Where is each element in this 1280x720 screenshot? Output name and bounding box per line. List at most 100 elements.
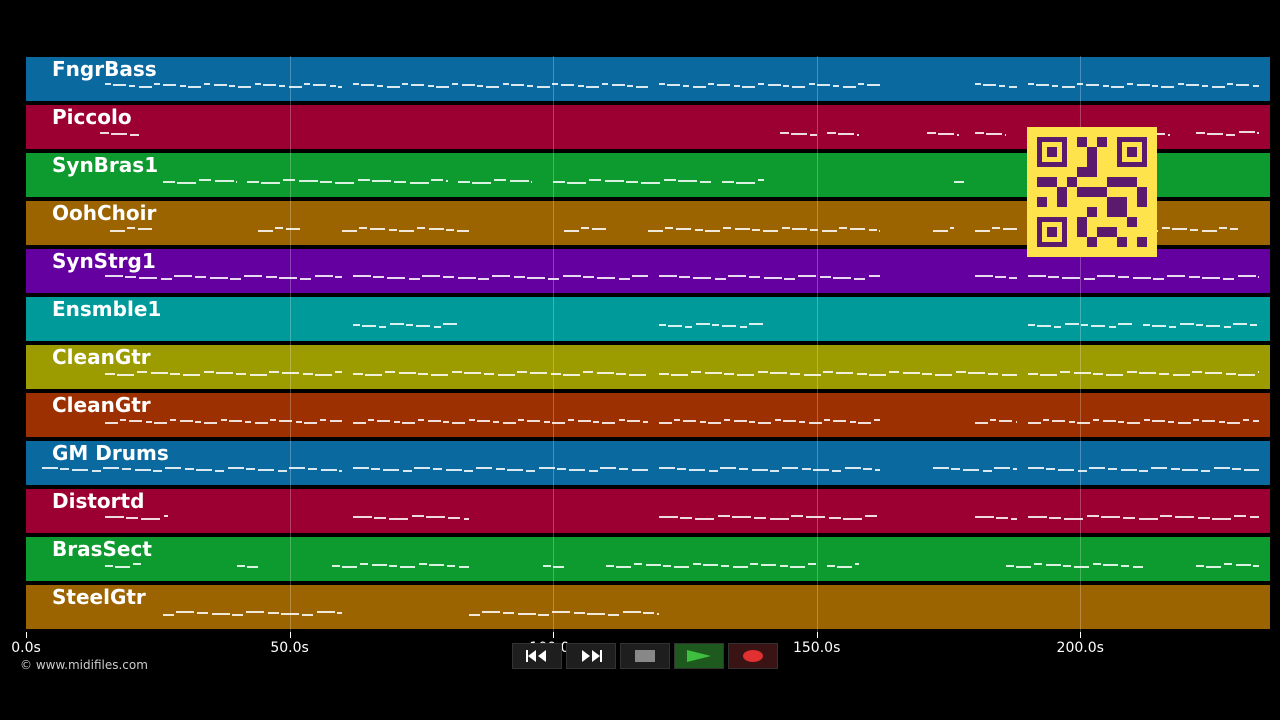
midi-note: [822, 371, 833, 373]
midi-note: [1236, 564, 1252, 566]
midi-note: [642, 421, 648, 423]
midi-note: [330, 85, 337, 87]
midi-note: [553, 181, 566, 183]
midi-note: [352, 83, 359, 85]
midi-note: [797, 275, 816, 277]
midi-note: [938, 133, 955, 135]
midi-note: [212, 613, 231, 615]
midi-note: [338, 470, 343, 472]
copyright-text: © www.midifiles.com: [20, 658, 148, 672]
midi-note: [1042, 419, 1049, 421]
midi-note: [214, 470, 224, 472]
midi-note: [516, 371, 527, 373]
midi-note: [417, 227, 426, 229]
midi-note: [236, 181, 237, 183]
midi-note: [982, 84, 996, 86]
play-icon: [687, 650, 711, 662]
midi-note: [673, 566, 689, 568]
midi-note: [611, 84, 625, 86]
midi-note: [364, 374, 382, 376]
midi-note: [721, 181, 734, 183]
midi-note: [335, 276, 343, 278]
midi-note: [723, 227, 731, 229]
midi-note: [692, 86, 706, 88]
midi-note: [320, 419, 327, 421]
midi-note: [1051, 85, 1058, 87]
midi-note: [782, 227, 790, 229]
midi-note: [1233, 515, 1246, 517]
midi-note: [370, 468, 380, 470]
midi-note: [1008, 277, 1017, 279]
midi-note: [105, 83, 112, 85]
midi-note: [281, 613, 300, 615]
track-row: Ensmble1: [26, 296, 1270, 342]
midi-note: [596, 277, 615, 279]
midi-note: [563, 230, 579, 232]
midi-note: [270, 419, 277, 421]
midi-note: [1229, 228, 1239, 230]
track-label: CleanGtr: [52, 345, 151, 369]
midi-note: [551, 422, 565, 424]
midi-note: [401, 83, 408, 85]
midi-note: [1108, 326, 1116, 328]
midi-note: [221, 419, 228, 421]
midi-note: [517, 613, 536, 615]
midi-note: [427, 85, 434, 87]
fast-forward-icon: [582, 650, 602, 662]
midi-note: [1242, 419, 1249, 421]
midi-note: [753, 517, 766, 519]
midi-note: [250, 374, 268, 376]
midi-note: [536, 86, 550, 88]
midi-note: [1010, 518, 1017, 520]
midi-note: [1080, 324, 1088, 326]
axis-tick: [816, 632, 818, 638]
midi-note: [457, 277, 476, 279]
midi-note: [873, 419, 880, 421]
midi-note: [210, 277, 229, 279]
midi-note: [1086, 515, 1099, 517]
midi-note: [1103, 564, 1119, 566]
midi-note: [749, 563, 758, 565]
midi-note: [592, 421, 599, 423]
midi-note: [352, 324, 360, 326]
midi-note: [59, 468, 69, 470]
midi-note: [1100, 516, 1120, 518]
record-button[interactable]: [728, 643, 778, 669]
midi-note: [708, 470, 718, 472]
midi-note: [238, 86, 252, 88]
midi-note: [204, 83, 211, 85]
midi-note: [1016, 566, 1032, 568]
midi-note: [808, 422, 822, 424]
midi-note: [932, 230, 948, 232]
midi-note: [1122, 517, 1135, 519]
midi-note: [491, 275, 510, 277]
fast-forward-button[interactable]: [566, 643, 616, 669]
midi-note: [296, 421, 303, 423]
midi-note: [857, 422, 871, 424]
midi-note: [315, 374, 333, 376]
midi-note: [645, 564, 661, 566]
midi-note: [1180, 323, 1195, 325]
midi-note: [1197, 517, 1210, 519]
midi-note: [1121, 565, 1130, 567]
play-button[interactable]: [674, 643, 724, 669]
midi-note: [1191, 371, 1202, 373]
track-row: CleanGtr: [26, 344, 1270, 390]
midi-note: [425, 516, 445, 518]
midi-note: [927, 132, 937, 134]
midi-note: [823, 419, 830, 421]
midi-note: [812, 469, 829, 471]
midi-note: [335, 182, 355, 184]
rewind-button[interactable]: [512, 643, 562, 669]
stop-button[interactable]: [620, 643, 670, 669]
midi-note: [1158, 373, 1169, 375]
midi-note: [1166, 275, 1185, 277]
midi-note: [1004, 134, 1007, 136]
midi-note: [468, 614, 480, 616]
midi-note: [844, 467, 861, 469]
midi-note: [388, 518, 408, 520]
midi-note: [199, 179, 212, 181]
midi-note: [974, 422, 988, 424]
midi-note: [458, 181, 471, 183]
midi-note: [105, 373, 116, 375]
